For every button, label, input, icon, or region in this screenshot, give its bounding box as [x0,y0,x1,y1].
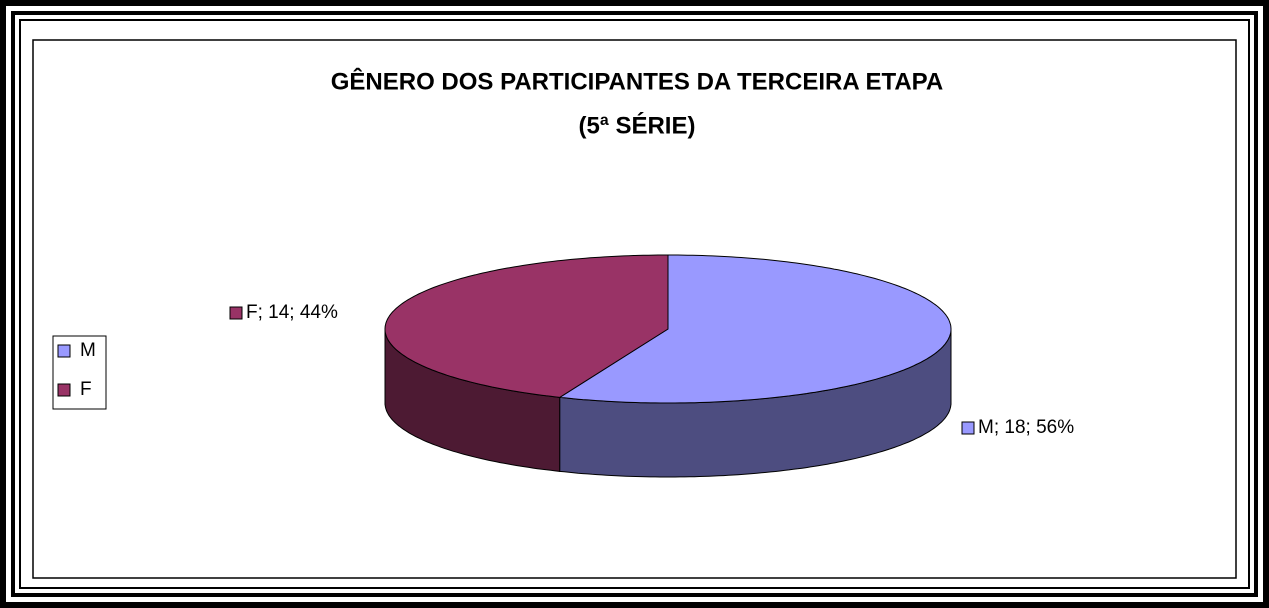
pie-slice [558,254,952,404]
data-label-swatch [229,306,243,320]
frame-middle [11,11,1258,597]
data-label: M; 18; 56% [978,417,1074,438]
legend-swatch [57,344,71,358]
legend-label: M [80,340,96,361]
chart-title: GÊNERO DOS PARTICIPANTES DA TERCEIRA ETA… [331,67,943,95]
data-label-swatch [961,421,975,435]
data-label: F; 14; 44% [246,302,338,323]
chart-title: (5ª SÉRIE) [579,111,696,139]
legend-swatch [57,383,71,397]
legend-label: F [80,379,92,400]
frame-inner [19,19,1250,589]
pie-slice [384,254,669,398]
